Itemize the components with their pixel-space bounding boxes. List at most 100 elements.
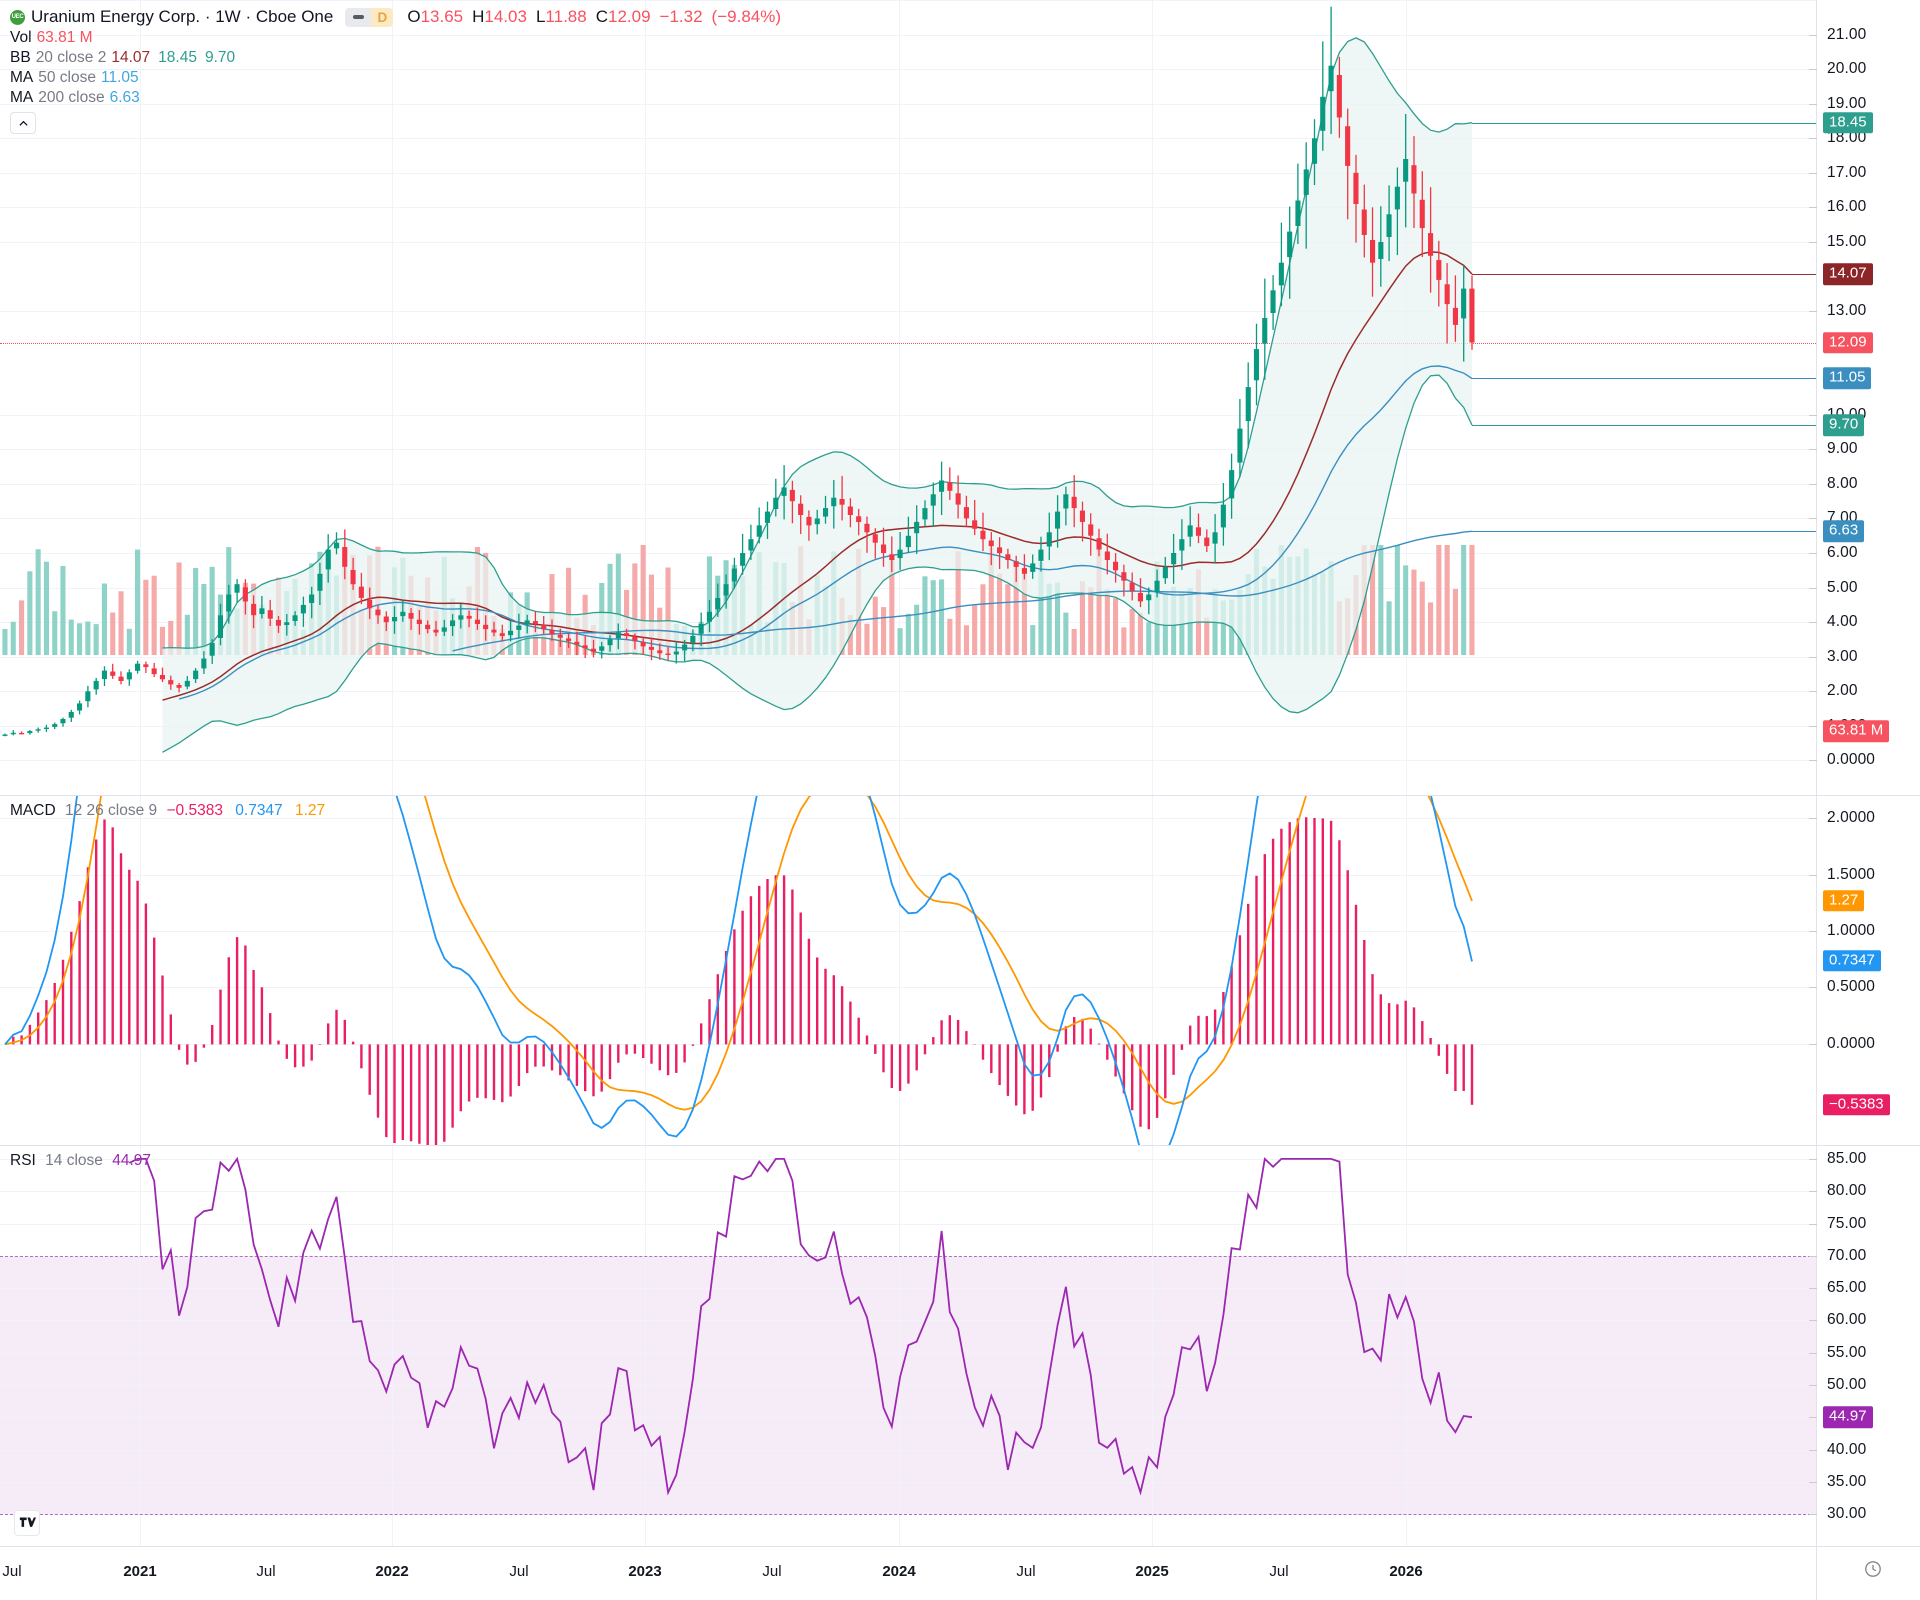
close-label: C — [595, 7, 608, 26]
macd-pane[interactable]: 2.0000 1.5000 1.0000 0.5000 0.0000 1.27 0.7347… — [0, 795, 1920, 1146]
time-axis-label[interactable]: Jul — [762, 1563, 782, 1581]
macd-axis-tick: 1.5000 — [1827, 865, 1876, 883]
low-label: L — [535, 7, 546, 26]
clock-icon[interactable] — [1864, 1560, 1882, 1578]
bb-basis-badge[interactable]: 14.07 — [1823, 263, 1873, 285]
time-axis-label[interactable]: Jul — [1016, 1563, 1036, 1581]
time-axis-label[interactable]: 2025 — [1135, 1563, 1169, 1581]
legend-bb-row[interactable]: BB 20 close 2 14.07 18.45 9.70 — [10, 48, 790, 68]
macd-plot-area[interactable] — [0, 795, 1816, 1146]
ma50-line — [178, 365, 1473, 700]
macd-vgridline — [645, 795, 646, 1146]
price-vgridline — [899, 0, 900, 795]
macd-label: MACD — [10, 801, 56, 819]
time-axis-label[interactable]: 2022 — [375, 1563, 409, 1581]
macd-gridline — [0, 987, 1816, 989]
macd-line-badge[interactable]: 0.7347 — [1823, 950, 1881, 972]
macd-legend[interactable]: MACD 12 26 close 9 −0.5383 0.7347 1.27 — [10, 802, 333, 820]
macd-params: 12 26 close 9 — [64, 801, 158, 819]
session-indicator-icon[interactable] — [345, 7, 372, 27]
market-status-chip[interactable]: D — [371, 7, 394, 27]
time-axis-label[interactable]: 2026 — [1389, 1563, 1423, 1581]
legend-volume-row[interactable]: Vol 63.81 M — [10, 28, 790, 48]
rsi-axis-tick: 60.00 — [1827, 1311, 1867, 1329]
price-vgridline — [1152, 0, 1153, 795]
macd-axis-tickmark — [1809, 1043, 1817, 1045]
macd-hist-badge[interactable]: −0.5383 — [1823, 1093, 1890, 1116]
time-axis-label[interactable]: 2021 — [123, 1563, 157, 1581]
indicator-extension-line — [1472, 274, 1816, 276]
price-plot-area[interactable] — [0, 0, 1816, 795]
pane-separator-1[interactable] — [0, 794, 1920, 796]
pane-separator-2[interactable] — [0, 1145, 1920, 1147]
macd-histogram — [12, 816, 1474, 1146]
time-axis-right-block[interactable] — [1816, 1546, 1920, 1600]
time-axis-label[interactable]: Jul — [509, 1563, 529, 1581]
macd-axis-tickmark — [1809, 930, 1817, 932]
rsi-axis-tick: 75.00 — [1827, 1214, 1867, 1232]
price-axis[interactable]: 21.00 20.00 19.00 18.00 17.00 16.00 15.00 13.00… — [1809, 0, 1920, 795]
last-price-badge[interactable]: 12.09 — [1823, 331, 1873, 354]
price-axis-tick: 15.00 — [1827, 232, 1867, 250]
symbol-logo-icon: UEC — [10, 9, 25, 25]
macd-axis[interactable]: 2.0000 1.5000 1.0000 0.5000 0.0000 1.27 0.7347… — [1809, 795, 1920, 1146]
macd-gridline — [0, 874, 1816, 876]
price-axis-tick: 3.00 — [1827, 647, 1858, 665]
rsi-axis[interactable]: 85.00 80.00 75.00 70.00 65.00 60.00 55.00 50.00… — [1809, 1146, 1920, 1547]
legend-title-row[interactable]: UEC Uranium Energy Corp. · 1W · Cboe One… — [10, 6, 790, 28]
ma200-badge[interactable]: 6.63 — [1823, 520, 1865, 543]
rsi-axis-tickmark — [1809, 1384, 1817, 1386]
price-axis-tickmark — [1809, 518, 1817, 520]
macd-series-svg — [4, 795, 1474, 1146]
rsi-legend[interactable]: RSI 14 close 44.97 — [10, 1152, 159, 1170]
price-axis-tickmark — [1809, 34, 1817, 36]
ma50-badge[interactable]: 11.05 — [1823, 367, 1872, 390]
rsi-plot-area[interactable] — [0, 1146, 1816, 1547]
ma50-params: 50 close — [38, 69, 96, 86]
symbol-title[interactable]: Uranium Energy Corp. · 1W · Cboe One — [31, 7, 334, 26]
legend-ma50-row[interactable]: MA 50 close 11.05 — [10, 68, 790, 88]
price-axis-tickmark — [1809, 138, 1817, 140]
price-axis-tickmark — [1809, 725, 1817, 727]
bb-upper-badge[interactable]: 18.45 — [1823, 111, 1873, 134]
last-price-line — [0, 342, 1816, 344]
macd-signal-badge[interactable]: 1.27 — [1823, 889, 1865, 912]
time-axis-label[interactable]: 2023 — [628, 1563, 662, 1581]
volume-badge[interactable]: 63.81 M — [1823, 720, 1890, 742]
session-chips[interactable]: D — [345, 7, 394, 27]
rsi-axis-tick: 55.00 — [1827, 1343, 1867, 1361]
rsi-axis-tickmark — [1809, 1191, 1817, 1193]
rsi-axis-tickmark — [1809, 1449, 1817, 1451]
tradingview-logo-icon[interactable] — [14, 1510, 40, 1537]
collapse-legend-button[interactable] — [10, 112, 36, 134]
time-axis-label[interactable]: Jul — [2, 1563, 22, 1581]
bb-lower-badge[interactable]: 9.70 — [1823, 414, 1865, 436]
bb-lower-line — [162, 374, 1473, 753]
price-gridline — [0, 138, 1816, 140]
rsi-pane[interactable]: 85.00 80.00 75.00 70.00 65.00 60.00 55.00 50.00… — [0, 1146, 1920, 1547]
time-axis-label[interactable]: Jul — [256, 1563, 276, 1581]
rsi-axis-tick: 85.00 — [1827, 1150, 1867, 1168]
macd-axis-tickmark — [1809, 987, 1817, 989]
price-axis-tickmark — [1809, 483, 1817, 485]
rsi-overbought-line — [0, 1255, 1816, 1257]
bb-fill — [162, 37, 1472, 753]
time-axis-label[interactable]: Jul — [1269, 1563, 1289, 1581]
high-label: H — [472, 7, 485, 26]
macd-axis-tick: 1.0000 — [1827, 921, 1876, 939]
macd-hist-value: −0.5383 — [166, 801, 223, 819]
bb-lower-value: 9.70 — [204, 49, 236, 66]
price-gridline — [0, 34, 1816, 36]
macd-signal-value: 1.27 — [295, 801, 326, 819]
rsi-axis-tick: 70.00 — [1827, 1246, 1867, 1264]
rsi-value-badge[interactable]: 44.97 — [1823, 1406, 1873, 1429]
time-axis-label[interactable]: 2024 — [882, 1563, 916, 1581]
macd-vgridline — [392, 795, 393, 1146]
price-pane[interactable]: 21.00 20.00 19.00 18.00 17.00 16.00 15.00 13.00… — [0, 0, 1920, 795]
price-gridline — [0, 207, 1816, 209]
legend-ma200-row[interactable]: MA 200 close 6.63 — [10, 88, 790, 108]
time-axis[interactable]: Jul 2021 Jul 2022 Jul 2023 Jul 2024 Jul 2025 Jul 20… — [0, 1546, 1920, 1600]
indicator-extension-line — [1472, 425, 1816, 427]
ma50-value: 11.05 — [100, 69, 139, 86]
